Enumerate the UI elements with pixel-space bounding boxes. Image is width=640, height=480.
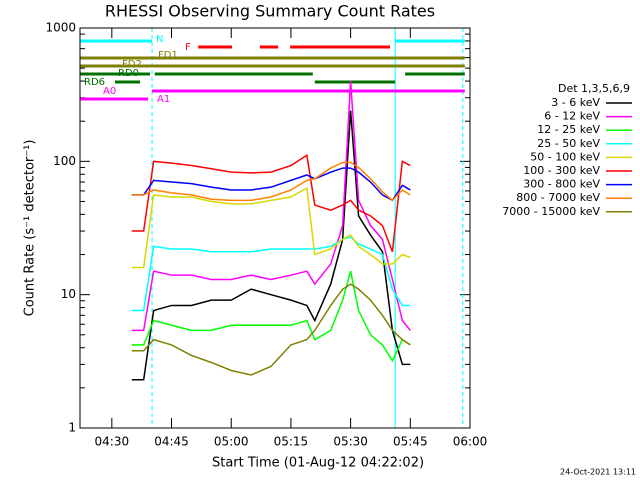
series-line	[131, 110, 411, 381]
legend-label: 50 - 100 keV	[530, 150, 600, 163]
y-tick-label: 10	[61, 287, 76, 301]
chart-title: RHESSI Observing Summary Count Rates	[105, 2, 435, 21]
legend-label: 25 - 50 keV	[537, 137, 600, 150]
flag-label: FD2	[122, 59, 142, 70]
y-axis-label: Count Rate (s⁻¹ detector⁻¹)	[23, 140, 38, 317]
legend-title: Det 1,3,5,6,9	[558, 82, 630, 95]
flag-label: N	[156, 34, 163, 45]
y-tick-label: 100	[53, 154, 76, 168]
legend-label: 300 - 800 keV	[523, 178, 600, 191]
series-line	[131, 167, 411, 202]
legend-label: 12 - 25 keV	[537, 123, 600, 136]
x-tick-label: 06:00	[453, 435, 488, 449]
series-line	[131, 161, 411, 202]
footer: 24-Oct-2021 13:11	[560, 468, 636, 477]
series-line	[131, 236, 411, 312]
x-tick-label: 04:45	[154, 435, 189, 449]
legend-label: 3 - 6 keV	[551, 96, 600, 109]
series-line	[131, 283, 411, 376]
y-tick-label: 1000	[45, 21, 76, 35]
flag-label: A0	[103, 86, 116, 97]
x-tick-label: 05:15	[274, 435, 309, 449]
legend-label: 800 - 7000 keV	[516, 191, 600, 204]
plot-frame	[79, 27, 471, 429]
series-line	[131, 270, 411, 363]
flag-label: F	[185, 42, 191, 53]
flag-label: RD6	[84, 77, 105, 88]
flag-label: RD0	[118, 68, 139, 79]
series-line	[131, 154, 411, 252]
legend-label: 100 - 300 keV	[523, 164, 600, 177]
x-axis-label: Start Time (01-Aug-12 04:22:02)	[212, 456, 424, 471]
y-tick-label: 1	[68, 421, 76, 435]
x-tick-label: 05:45	[393, 435, 428, 449]
x-tick-label: 05:30	[333, 435, 368, 449]
legend-label: 7000 - 15000 keV	[502, 205, 600, 218]
series-line	[131, 81, 411, 332]
flag-label: A1	[157, 94, 170, 105]
legend-label: 6 - 12 keV	[544, 110, 600, 123]
flag-label: FD1	[158, 50, 178, 61]
series-line	[131, 186, 411, 269]
x-tick-label: 05:00	[214, 435, 249, 449]
x-tick-label: 04:30	[95, 435, 130, 449]
